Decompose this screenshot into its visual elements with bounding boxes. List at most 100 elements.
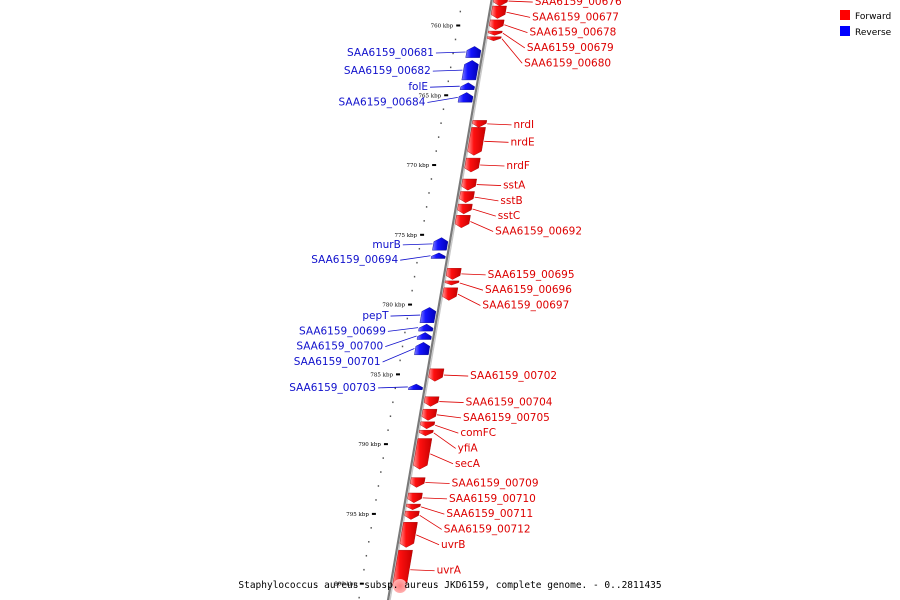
gene-arrow-SAA6159_00695[interactable] [445,268,462,280]
leader-line [422,497,447,500]
gene-arrow-SAA6159_00680[interactable] [486,36,502,42]
gene-arrow-SAA6159_00676[interactable] [493,0,508,7]
genome-caption: Staphylococcus aureus subsp. aureus JKD6… [238,580,661,591]
leader-line [480,164,505,167]
gene-arrow-uvrB[interactable] [399,522,418,548]
gene-label-sstC[interactable]: sstC [498,210,520,222]
gene-arrow-sstC[interactable] [457,203,473,215]
gene-arrow-SAA6159_00711[interactable] [405,503,421,510]
leader-line [439,401,464,403]
gene-label-SAA6159_00696[interactable]: SAA6159_00696 [485,284,572,296]
gene-label-SAA6159_00711[interactable]: SAA6159_00711 [446,508,533,520]
gene-arrow-yfiA[interactable] [418,430,434,437]
gene-arrow-SAA6159_00682[interactable] [461,60,479,81]
legend-forward-swatch [840,10,850,20]
gene-arrow-secA[interactable] [413,438,433,470]
gene-arrow-SAA6159_00697[interactable] [442,287,459,301]
gene-label-nrdF[interactable]: nrdF [506,160,530,172]
gene-arrow-nrdE[interactable] [467,127,486,156]
leader-line [432,69,463,72]
gene-label-yfiA[interactable]: yfiA [458,442,479,454]
gene-label-SAA6159_00700[interactable]: SAA6159_00700 [296,341,383,353]
gene-label-nrdE[interactable]: nrdE [511,136,535,148]
leader-line [508,0,533,3]
legend: Forward Reverse [840,10,892,38]
leader-line [402,243,433,246]
minor-tick [425,206,428,208]
legend-reverse-label: Reverse [855,28,892,38]
gene-arrow-SAA6159_00678[interactable] [488,19,505,30]
gene-track [392,0,508,590]
gene-label-SAA6159_00677[interactable]: SAA6159_00677 [532,11,619,23]
gene-arrow-SAA6159_00679[interactable] [487,30,503,36]
gene-arrow-SAA6159_00684[interactable] [457,92,474,103]
gene-label-SAA6159_00678[interactable]: SAA6159_00678 [529,27,616,39]
gene-arrow-SAA6159_00699[interactable] [418,323,434,332]
gene-label-SAA6159_00695[interactable]: SAA6159_00695 [488,269,575,281]
gene-label-uvrB[interactable]: uvrB [441,539,465,551]
gene-label-SAA6159_00684[interactable]: SAA6159_00684 [339,96,426,108]
gene-arrow-SAA6159_00701[interactable] [414,342,431,355]
gene-label-SAA6159_00712[interactable]: SAA6159_00712 [444,523,531,535]
gene-label-sstB[interactable]: sstB [500,195,522,207]
leader-line [459,282,484,291]
gene-label-SAA6159_00697[interactable]: SAA6159_00697 [482,299,569,311]
minor-tick [442,108,445,111]
gene-label-SAA6159_00692[interactable]: SAA6159_00692 [495,225,582,237]
gene-label-SAA6159_00701[interactable]: SAA6159_00701 [294,356,381,368]
tick-label: 765 kbp [419,93,442,99]
gene-label-SAA6159_00710[interactable]: SAA6159_00710 [449,493,536,505]
minor-tick [406,317,409,320]
gene-arrow-SAA6159_00709[interactable] [409,477,426,488]
gene-arrow-nrdI[interactable] [472,120,488,128]
leader-line [425,482,450,484]
gene-arrow-comFC[interactable] [420,421,436,430]
gene-label-folE[interactable]: folE [408,81,428,93]
gene-label-murB[interactable]: murB [372,239,400,251]
gene-label-uvrA[interactable]: uvrA [437,565,462,577]
gene-arrow-SAA6159_00692[interactable] [454,215,471,229]
leader-line [461,273,486,276]
gene-label-pepT[interactable]: pepT [362,310,389,322]
gene-arrow-SAA6159_00694[interactable] [430,252,446,259]
major-tick [371,512,376,515]
gene-label-SAA6159_00682[interactable]: SAA6159_00682 [344,65,431,77]
gene-label-SAA6159_00702[interactable]: SAA6159_00702 [470,370,557,382]
gene-label-SAA6159_00704[interactable]: SAA6159_00704 [466,397,553,409]
gene-label-SAA6159_00681[interactable]: SAA6159_00681 [347,47,434,59]
gene-label-secA[interactable]: secA [455,458,481,470]
gene-arrow-nrdF[interactable] [464,157,481,173]
gene-arrow-pepT[interactable] [419,307,437,323]
gene-label-SAA6159_00703[interactable]: SAA6159_00703 [289,382,376,394]
gene-label-SAA6159_00705[interactable]: SAA6159_00705 [463,412,550,424]
minor-tick [440,122,442,124]
gene-arrow-murB[interactable] [432,237,449,251]
minor-tick [428,192,430,194]
gene-arrow-SAA6159_00700[interactable] [416,332,432,340]
gene-label-SAA6159_00709[interactable]: SAA6159_00709 [452,478,539,490]
gene-label-sstA[interactable]: sstA [503,180,526,192]
gene-arrow-SAA6159_00710[interactable] [407,492,423,503]
gene-arrow-SAA6159_00703[interactable] [408,383,423,390]
gene-arrow-sstA[interactable] [461,178,477,191]
gene-arrow-SAA6159_00712[interactable] [404,510,420,520]
gene-arrow-SAA6159_00677[interactable] [490,5,507,19]
gene-arrow-folE[interactable] [459,82,475,90]
gene-arrow-SAA6159_00702[interactable] [428,368,445,382]
gene-label-SAA6159_00676[interactable]: SAA6159_00676 [535,0,622,8]
gene-label-SAA6159_00699[interactable]: SAA6159_00699 [299,325,386,337]
leader-line [378,386,408,389]
gene-arrow-SAA6159_00696[interactable] [444,280,460,286]
gene-label-nrdI[interactable]: nrdI [514,119,535,131]
tick-label: 795 kbp [346,512,369,518]
gene-label-SAA6159_00679[interactable]: SAA6159_00679 [527,42,614,54]
gene-label-comFC[interactable]: comFC [460,427,496,439]
gene-arrow-SAA6159_00681[interactable] [465,46,482,58]
gene-arrow-SAA6159_00704[interactable] [423,396,440,407]
gene-label-SAA6159_00694[interactable]: SAA6159_00694 [311,254,398,266]
gene-arrow-SAA6159_00705[interactable] [421,409,438,421]
minor-tick [454,38,457,41]
gene-arrow-sstB[interactable] [459,191,475,203]
gene-label-SAA6159_00680[interactable]: SAA6159_00680 [524,57,611,69]
leader-line [501,38,523,64]
